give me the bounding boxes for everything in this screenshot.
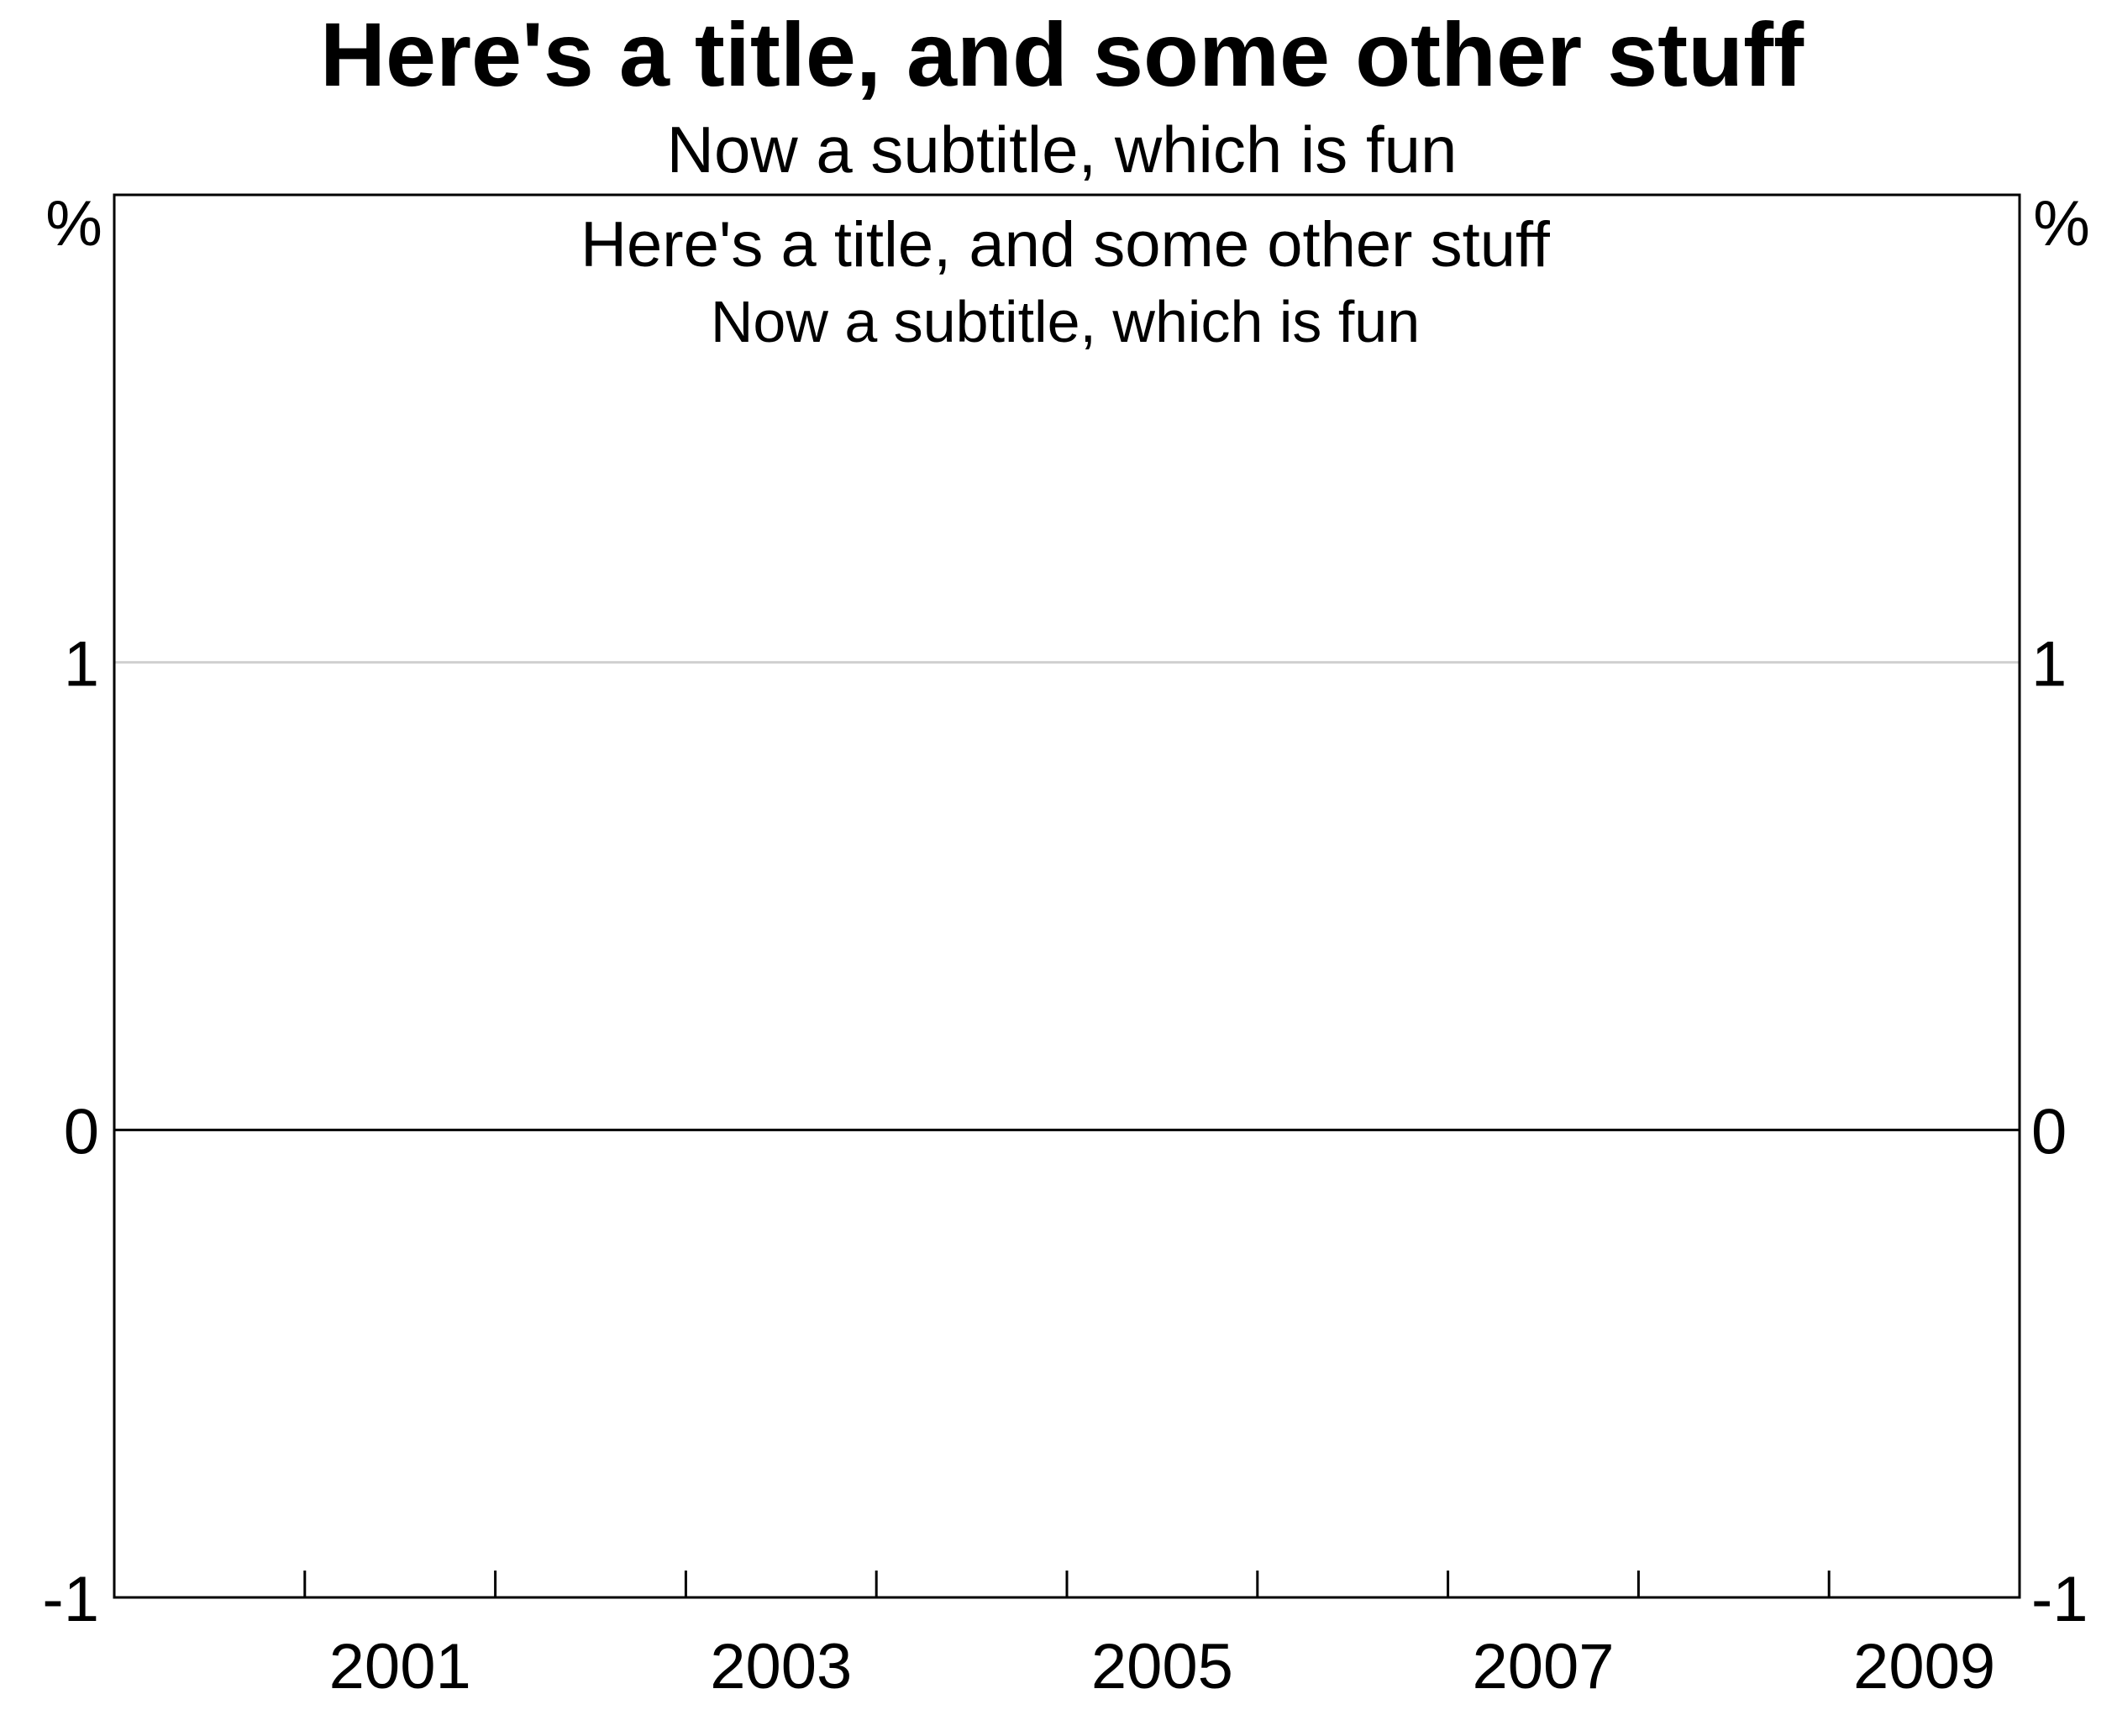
x-axis-ticks — [303, 1571, 1831, 1597]
y-tick-label-left: 0 — [64, 1096, 99, 1167]
y-unit-left: % — [45, 188, 102, 260]
y-axis-right-labels: -1 0 1 — [2031, 629, 2088, 1635]
y-axis-left-labels: -1 0 1 — [42, 629, 99, 1635]
x-tick-label: 2009 — [1853, 1631, 1995, 1702]
panel-subtitle: Now a subtitle, which is fun — [711, 289, 1420, 354]
x-tick-label: 2003 — [710, 1631, 852, 1702]
y-unit-right: % — [2033, 188, 2090, 260]
x-tick-label: 2001 — [329, 1631, 471, 1702]
y-tick-label-right: 1 — [2031, 629, 2067, 700]
y-tick-label-right: 0 — [2031, 1096, 2067, 1167]
y-tick-label-left: 1 — [64, 629, 99, 700]
chart-subtitle: Now a subtitle, which is fun — [667, 113, 1458, 186]
x-axis-labels: 2001 2003 2005 2007 2009 — [329, 1631, 1995, 1702]
x-tick-label: 2005 — [1091, 1631, 1233, 1702]
x-tick-label: 2007 — [1472, 1631, 1614, 1702]
chart-title: Here's a title, and some other stuff — [320, 3, 1804, 105]
y-tick-label-right: -1 — [2031, 1564, 2088, 1635]
y-tick-label-left: -1 — [42, 1564, 99, 1635]
panel-title: Here's a title, and some other stuff — [580, 209, 1551, 281]
